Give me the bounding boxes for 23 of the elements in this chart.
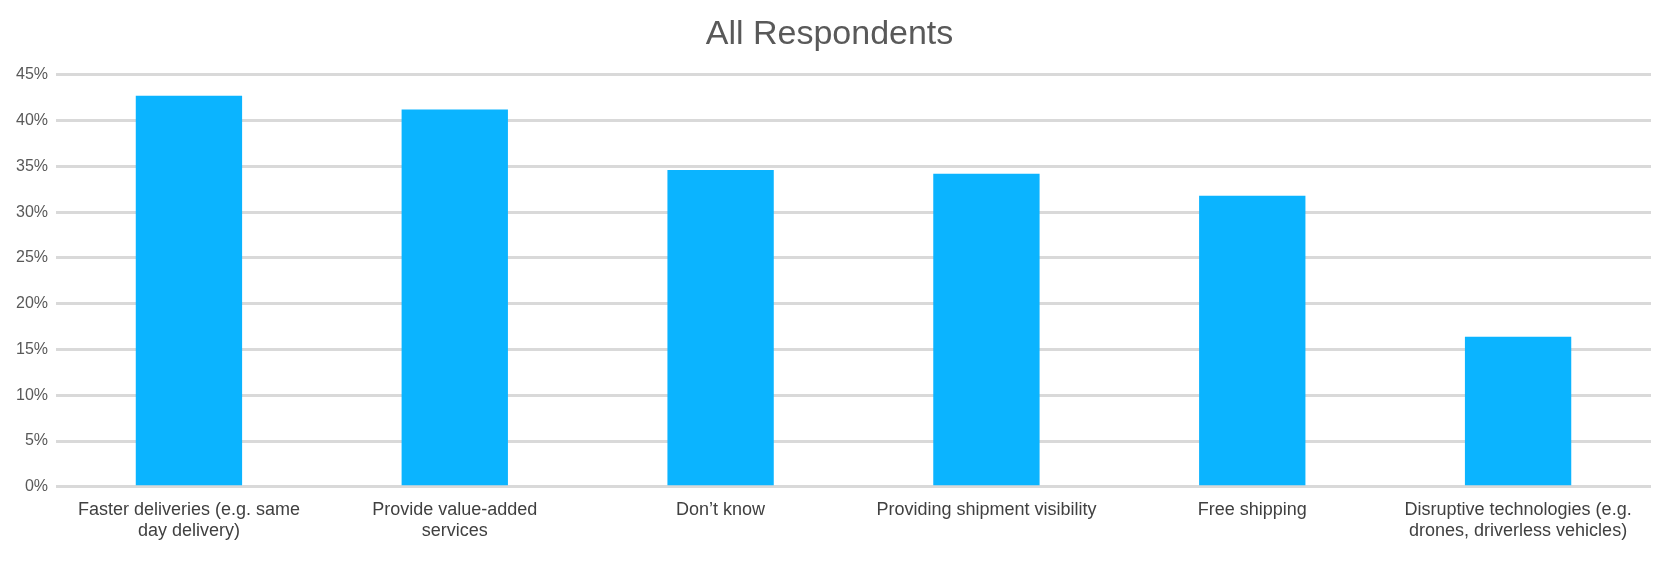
y-tick-label: 15% [15,339,49,357]
bar [135,95,243,486]
chart-title: All Respondents [705,12,954,51]
x-tick-label: Don’t know [676,498,767,519]
y-tick-label: 45% [15,65,49,83]
y-tick-label: 20% [15,294,49,312]
bar [667,170,774,486]
bar [933,173,1040,486]
y-tick-label: 35% [15,156,49,174]
x-tick-label: Disruptive technologies (e.g. drones, driverless vehicles) [1404,498,1632,541]
y-tick-label: 40% [15,110,49,128]
x-tick-label: Faster deliveries (e.g. same day delivery) [77,498,300,541]
bar [401,109,508,486]
bar [1199,195,1306,486]
x-tick-label: Provide value-added services [372,498,538,541]
y-tick-label: 25% [15,248,49,266]
bar [1464,336,1572,486]
x-tick-label: Free shipping [1197,498,1307,519]
y-tick-label: 30% [15,202,49,220]
x-tick-label: Providing shipment visibility [876,498,1097,519]
y-tick-label: 10% [15,385,49,403]
y-tick-label: 0% [24,477,49,495]
y-tick-label: 5% [24,431,49,449]
